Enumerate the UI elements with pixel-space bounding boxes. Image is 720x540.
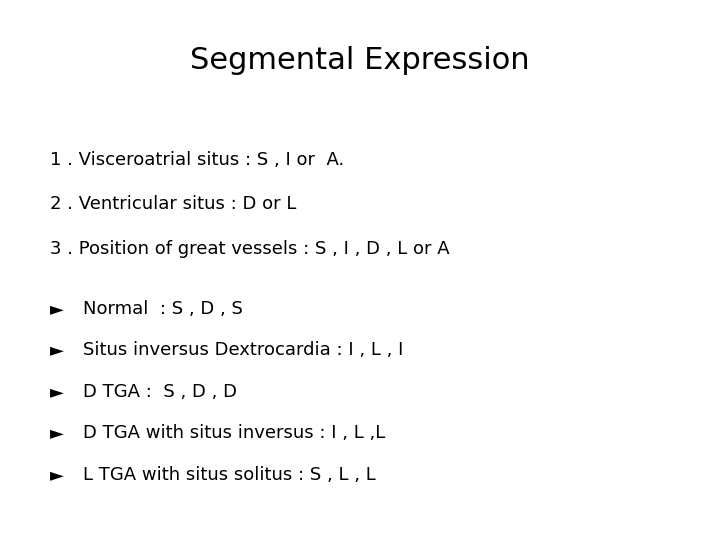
Text: Normal  : S , D , S: Normal : S , D , S [83, 300, 243, 318]
Text: 2 . Ventricular situs : D or L: 2 . Ventricular situs : D or L [50, 195, 297, 213]
Text: ►: ► [50, 341, 64, 359]
Text: 3 . Position of great vessels : S , I , D , L or A: 3 . Position of great vessels : S , I , … [50, 240, 450, 258]
Text: Situs inversus Dextrocardia : I , L , I: Situs inversus Dextrocardia : I , L , I [83, 341, 403, 359]
Text: 1 . Visceroatrial situs : S , I or  A.: 1 . Visceroatrial situs : S , I or A. [50, 151, 345, 169]
Text: ►: ► [50, 300, 64, 318]
Text: D TGA :  S , D , D: D TGA : S , D , D [83, 383, 237, 401]
Text: ►: ► [50, 466, 64, 484]
Text: ►: ► [50, 424, 64, 442]
Text: L TGA with situs solitus : S , L , L: L TGA with situs solitus : S , L , L [83, 466, 376, 484]
Text: ►: ► [50, 383, 64, 401]
Text: D TGA with situs inversus : I , L ,L: D TGA with situs inversus : I , L ,L [83, 424, 385, 442]
Text: Segmental Expression: Segmental Expression [190, 46, 530, 75]
